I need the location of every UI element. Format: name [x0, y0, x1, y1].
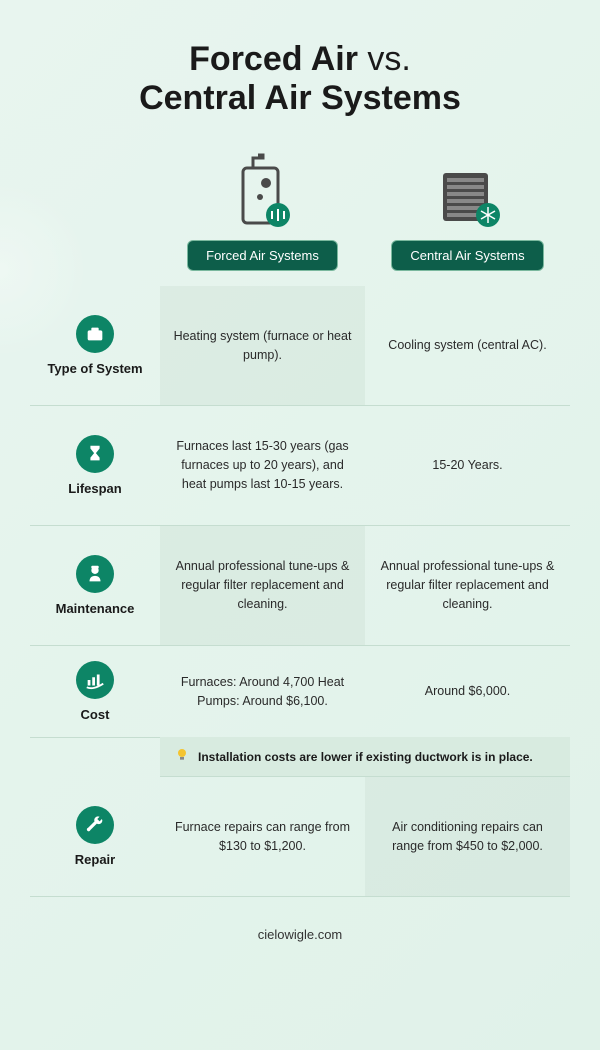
page-title: Forced Air vs. Central Air Systems	[30, 40, 570, 118]
cost-note-text: Installation costs are lower if existing…	[198, 750, 533, 764]
cell-central-air: Air conditioning repairs can range from …	[365, 777, 570, 896]
cost-note: Installation costs are lower if existing…	[160, 737, 570, 777]
label-col: Lifespan	[30, 406, 160, 525]
label-col: Type of System	[30, 286, 160, 405]
cost-icon	[76, 661, 114, 699]
cell-central-air: Annual professional tune-ups & regular f…	[365, 526, 570, 645]
title-line-1: Forced Air vs.	[30, 40, 570, 79]
footer-attribution: cielowigle.com	[30, 927, 570, 942]
row-label: Maintenance	[56, 601, 135, 616]
cost-note-row: Installation costs are lower if existing…	[30, 737, 570, 777]
row-label: Lifespan	[68, 481, 121, 496]
worker-icon	[76, 555, 114, 593]
row-maintenance: Maintenance Annual professional tune-ups…	[30, 526, 570, 646]
label-col: Maintenance	[30, 526, 160, 645]
wrench-icon	[76, 806, 114, 844]
hourglass-icon	[76, 435, 114, 473]
row-label: Repair	[75, 852, 115, 867]
cell-forced-air: Furnaces last 15-30 years (gas furnaces …	[160, 406, 365, 525]
title-bold-1: Forced Air	[189, 40, 358, 78]
row-lifespan: Lifespan Furnaces last 15-30 years (gas …	[30, 406, 570, 526]
row-type-of-system: Type of System Heating system (furnace o…	[30, 286, 570, 406]
cell-forced-air: Heating system (furnace or heat pump).	[160, 286, 365, 405]
forced-air-icon	[228, 153, 298, 228]
cell-central-air: 15-20 Years.	[365, 406, 570, 525]
briefcase-icon	[76, 315, 114, 353]
cell-forced-air: Furnace repairs can range from $130 to $…	[160, 777, 365, 896]
cell-forced-air: Annual professional tune-ups & regular f…	[160, 526, 365, 645]
header-forced-air: Forced Air Systems	[160, 153, 365, 271]
cell-central-air: Cooling system (central AC).	[365, 286, 570, 405]
label-col: Cost	[30, 646, 160, 737]
header-spacer	[30, 153, 160, 271]
row-repair: Repair Furnace repairs can range from $1…	[30, 777, 570, 897]
central-air-icon	[433, 153, 503, 228]
column-headers: Forced Air Systems	[30, 153, 570, 271]
central-air-badge: Central Air Systems	[391, 240, 543, 271]
row-cost: Cost Furnaces: Around 4,700 Heat Pumps: …	[30, 646, 570, 738]
row-label: Type of System	[47, 361, 142, 376]
header-central-air: Central Air Systems	[365, 153, 570, 271]
cell-forced-air: Furnaces: Around 4,700 Heat Pumps: Aroun…	[160, 646, 365, 737]
row-label: Cost	[81, 707, 110, 722]
title-vs: vs.	[358, 40, 411, 78]
lightbulb-icon	[174, 747, 190, 766]
cell-central-air: Around $6,000.	[365, 646, 570, 737]
label-col: Repair	[30, 777, 160, 896]
main-container: Forced Air vs. Central Air Systems Force…	[0, 0, 600, 962]
title-line-2: Central Air Systems	[30, 79, 570, 118]
forced-air-badge: Forced Air Systems	[187, 240, 338, 271]
